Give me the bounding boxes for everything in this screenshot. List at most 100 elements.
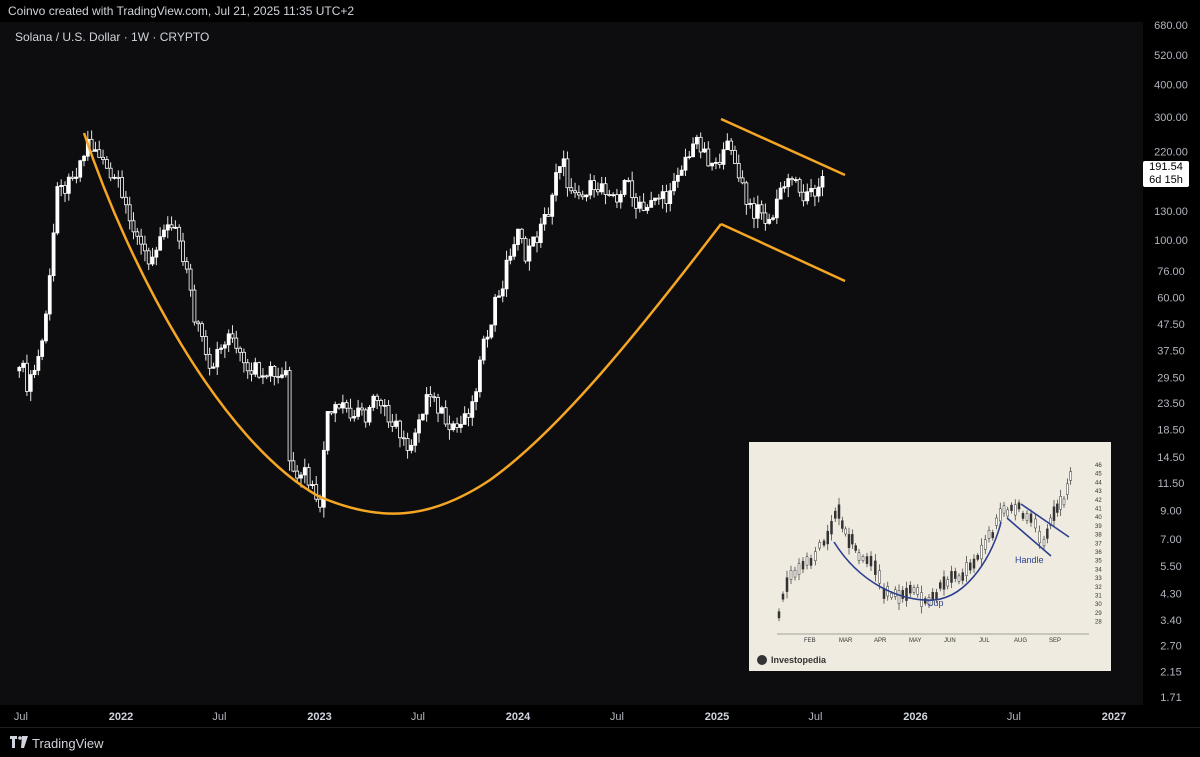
price-axis[interactable]: 680.00 520.00 400.00 300.00 220.00 130.00 100.… xyxy=(1143,0,1200,705)
inset-x-tick-label: SEP xyxy=(1049,638,1061,644)
inset-candle-body xyxy=(1062,498,1066,506)
inset-y-tick-label: 44 xyxy=(1095,480,1102,486)
candle-body xyxy=(184,261,189,270)
candle-body xyxy=(139,235,144,245)
inset-cup-handle-chart: Cup Handle 46 45 44 43 42 41 40 39 38 37 36 35 34 33 3… xyxy=(777,463,1102,644)
time-tick-label: 2025 xyxy=(705,711,729,723)
inset-y-tick-label: 35 xyxy=(1095,559,1102,565)
candle-body xyxy=(573,190,577,194)
candle-body xyxy=(641,201,646,211)
candle-body xyxy=(691,143,695,158)
inset-y-tick-label: 45 xyxy=(1095,472,1102,478)
candle-body xyxy=(40,340,45,357)
inset-x-tick-label: MAR xyxy=(839,638,853,644)
inset-candle-body xyxy=(809,558,813,566)
candle-body xyxy=(714,162,718,164)
candle-body xyxy=(615,194,619,203)
candle-body xyxy=(774,198,779,219)
candle-body xyxy=(234,337,239,349)
time-tick-label: Jul xyxy=(1007,711,1021,723)
candle-body xyxy=(211,366,216,369)
inset-y-tick-label: 36 xyxy=(1095,550,1102,556)
candle-body xyxy=(721,149,726,165)
candle-body xyxy=(32,370,37,375)
price-tick-label: 60.00 xyxy=(1157,293,1185,305)
candle-body xyxy=(763,212,768,224)
inset-candle-body xyxy=(980,544,983,560)
price-tick-label: 300.00 xyxy=(1154,112,1188,124)
candle-body xyxy=(17,367,22,372)
candle-body xyxy=(93,149,98,152)
candle-body xyxy=(348,407,353,419)
inset-candle-body xyxy=(912,587,916,593)
inset-x-tick-label: MAY xyxy=(909,638,922,644)
candle-body xyxy=(489,324,494,338)
candle-body xyxy=(82,155,86,162)
inset-x-tick-label: APR xyxy=(874,638,887,644)
candle-body xyxy=(44,313,48,342)
inset-y-tick-label: 41 xyxy=(1095,507,1102,513)
inset-candle-body xyxy=(1069,471,1072,481)
candle-body xyxy=(451,423,456,431)
main-price-chart[interactable] xyxy=(0,22,1143,705)
inset-candle-body xyxy=(916,587,919,595)
candle-body xyxy=(816,186,821,197)
inset-candle-body xyxy=(1010,504,1013,511)
candle-body xyxy=(664,191,669,205)
inset-candle-body xyxy=(995,517,998,526)
candle-body xyxy=(694,136,699,145)
candle-body xyxy=(436,397,440,414)
inset-candle-body xyxy=(1002,505,1006,514)
candle-body xyxy=(630,180,635,199)
candle-body xyxy=(588,180,593,196)
candle-body xyxy=(154,249,159,258)
candle-body xyxy=(78,160,83,178)
candle-body xyxy=(192,289,197,323)
candle-body xyxy=(550,194,555,217)
price-tick-label: 680.00 xyxy=(1154,20,1188,32)
handle-upper-trendline xyxy=(720,117,846,177)
time-axis[interactable]: Jul 2022 Jul 2023 Jul 2024 Jul 2025 Jul 2026 Jul 20… xyxy=(0,705,1143,727)
candle-body xyxy=(470,401,475,418)
price-tick-label: 37.50 xyxy=(1157,345,1185,357)
price-tick-label: 11.50 xyxy=(1158,478,1185,490)
candle-body xyxy=(782,186,787,189)
candle-body xyxy=(306,467,311,486)
inset-candle-body xyxy=(844,528,847,535)
candle-body xyxy=(736,163,741,179)
candle-body xyxy=(481,338,486,361)
time-tick-label: Jul xyxy=(411,711,425,723)
candle-body xyxy=(200,323,204,337)
inset-candle-body xyxy=(781,593,785,600)
candle-body xyxy=(21,362,26,368)
candle-body xyxy=(458,423,463,428)
footer-bar: TradingView xyxy=(0,727,1200,757)
candle-body xyxy=(740,177,745,184)
inset-y-tick-label: 37 xyxy=(1095,541,1102,547)
candle-body xyxy=(557,166,562,173)
candle-body xyxy=(245,362,250,372)
candle-body xyxy=(333,404,338,414)
inset-candle-body xyxy=(851,534,854,545)
candle-body xyxy=(752,203,756,219)
price-tick-label: 130.00 xyxy=(1154,206,1188,218)
inset-x-axis: FEB MAR APR MAY JUN JUL AUG SEP xyxy=(777,633,1089,644)
candle-body xyxy=(660,191,665,199)
candle-body xyxy=(417,419,421,434)
price-tick-label: 9.00 xyxy=(1160,506,1181,518)
inset-candle-body xyxy=(890,593,893,598)
candle-body xyxy=(706,148,711,167)
candle-body xyxy=(66,176,71,194)
candle-body xyxy=(295,470,300,479)
candle-body xyxy=(379,399,383,407)
inset-candle-body xyxy=(999,508,1002,522)
candle-body xyxy=(462,413,467,425)
inset-candle-body xyxy=(927,597,931,605)
candle-body xyxy=(793,179,798,182)
candle-body xyxy=(702,148,707,153)
inset-y-tick-label: 30 xyxy=(1095,602,1102,608)
inset-candles-group xyxy=(777,467,1072,622)
inset-candle-body xyxy=(924,598,927,604)
chart-pane[interactable] xyxy=(0,22,1143,705)
candle-body xyxy=(268,365,273,377)
